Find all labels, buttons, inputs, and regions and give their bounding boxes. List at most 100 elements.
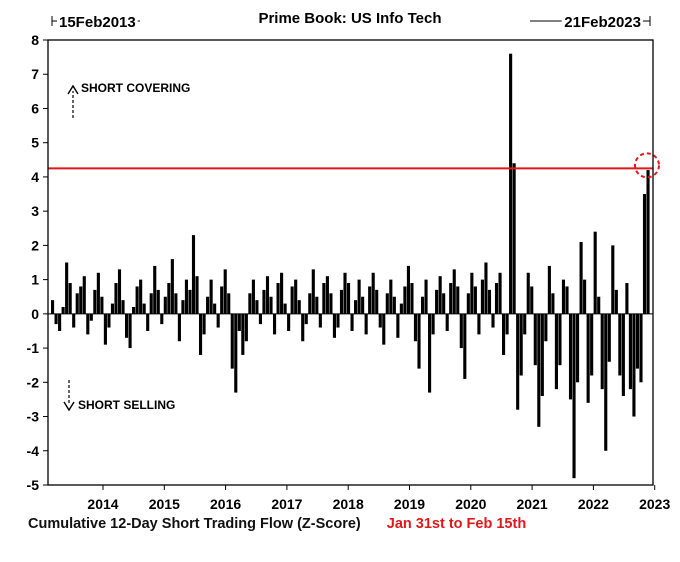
footer: Cumulative 12-Day Short Trading Flow (Z-… [28, 516, 526, 532]
bar [572, 313, 576, 479]
bar [459, 313, 463, 349]
bar [251, 279, 255, 314]
bar [318, 313, 322, 328]
x-tick-label: 2019 [394, 496, 425, 512]
bar [607, 313, 611, 362]
bar [244, 313, 248, 342]
bar [494, 283, 499, 314]
bar [128, 313, 132, 349]
bar [96, 272, 100, 314]
bar [378, 313, 382, 328]
bar [68, 283, 72, 314]
bar [565, 286, 569, 314]
end-date-label: 21Feb2023 [564, 14, 641, 31]
y-axis: 8 7 6 5 4 3 2 1 0 -1 -2 -3 -4 -5 [27, 32, 48, 493]
bar [417, 313, 421, 369]
bar [576, 313, 580, 383]
bar [191, 235, 196, 314]
bar [635, 313, 640, 369]
bar [533, 313, 537, 366]
bar [308, 293, 312, 314]
bar [86, 313, 90, 335]
bar [526, 272, 530, 314]
x-tick-label: 2015 [149, 496, 180, 512]
bar [237, 313, 241, 331]
bar [202, 313, 206, 335]
bar [600, 313, 604, 390]
down-arrow-icon [63, 401, 75, 412]
bar [554, 313, 558, 390]
bar [361, 296, 365, 314]
bar [188, 289, 192, 314]
bar [121, 300, 125, 314]
bar [431, 313, 435, 335]
bar [371, 272, 375, 314]
bar [142, 303, 146, 314]
y-tick-label: 1 [31, 272, 39, 288]
bar [195, 276, 199, 314]
bar [248, 293, 252, 314]
bar [420, 296, 425, 314]
bar [375, 289, 379, 314]
y-tick-label: 5 [31, 135, 39, 151]
x-tick-label: 2023 [639, 496, 670, 512]
bar [82, 276, 86, 314]
bar [230, 313, 234, 369]
bar [519, 313, 523, 376]
bar [480, 279, 484, 314]
bar [269, 296, 273, 314]
bar [456, 286, 460, 314]
bar [149, 293, 153, 314]
bar [537, 313, 541, 427]
bar [294, 279, 298, 314]
bar [65, 262, 69, 314]
bar [435, 289, 439, 314]
bar [646, 170, 650, 314]
start-date-label: 15Feb2013 [59, 14, 136, 31]
highlight-note: Jan 31st to Feb 15th [386, 516, 527, 532]
bar [586, 313, 590, 403]
bar [621, 313, 625, 396]
bar [618, 313, 622, 376]
bar [590, 313, 594, 376]
bar [568, 313, 573, 400]
bar [234, 313, 238, 393]
bar [181, 300, 185, 314]
bar [385, 293, 389, 314]
y-tick-label: -1 [27, 340, 40, 356]
bar [304, 313, 308, 325]
y-tick-label: 7 [31, 66, 39, 82]
bar [463, 313, 467, 379]
bar [322, 283, 326, 314]
bar [93, 289, 97, 314]
bar [209, 279, 213, 314]
bar [124, 313, 129, 338]
bar [350, 313, 354, 331]
bar [354, 300, 358, 314]
bar [449, 283, 453, 314]
bar [276, 283, 280, 314]
bar [287, 313, 291, 331]
y-tick-label: 0 [31, 306, 39, 322]
bar [547, 265, 551, 314]
bar [597, 296, 601, 314]
bar [100, 296, 104, 314]
bar [170, 259, 174, 314]
bar [146, 313, 150, 331]
bar [227, 293, 231, 314]
bar [396, 313, 400, 338]
bar [160, 313, 164, 325]
bar [484, 262, 488, 314]
bar [389, 279, 393, 314]
bar [283, 303, 287, 314]
bar [167, 283, 171, 314]
bar [135, 286, 139, 314]
bar [625, 283, 629, 314]
x-tick-label: 2017 [271, 496, 302, 512]
bar [139, 279, 143, 314]
plot-frame [47, 39, 654, 486]
bar [428, 313, 432, 393]
bar [410, 283, 414, 314]
